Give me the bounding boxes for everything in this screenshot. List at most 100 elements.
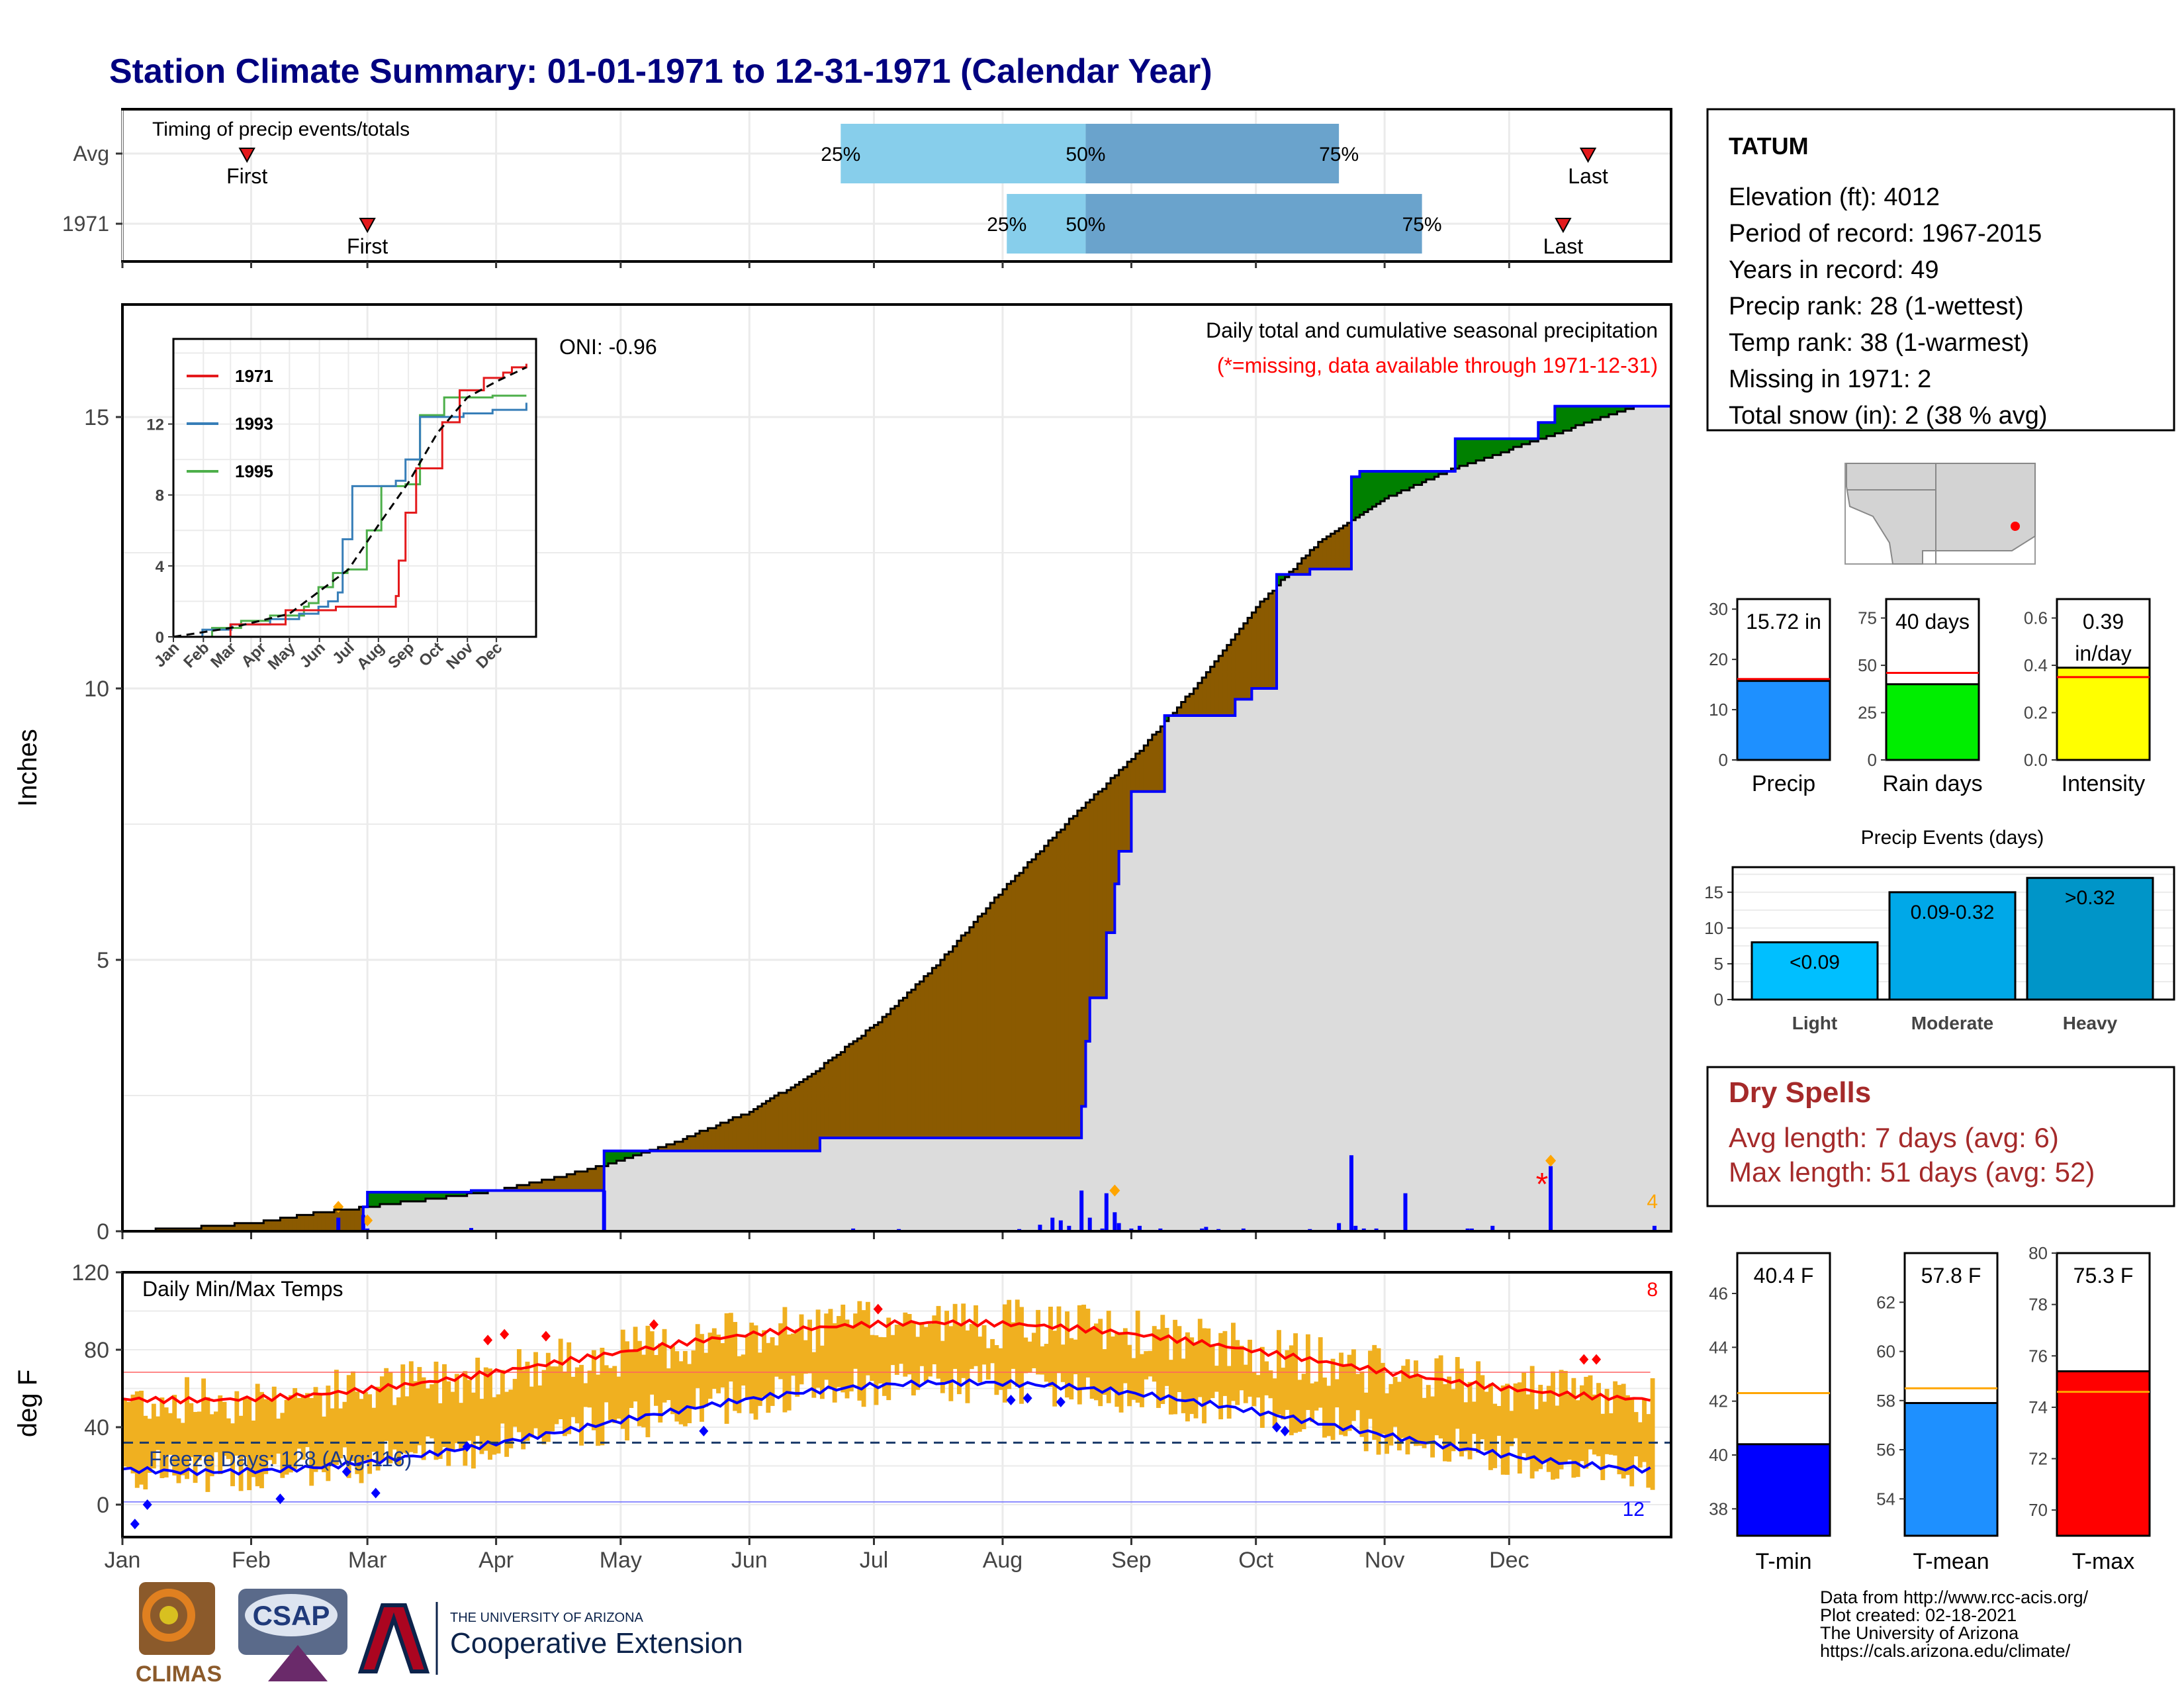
temp-ytick-label: 80 — [84, 1338, 109, 1363]
locator-map — [1844, 463, 2036, 565]
daily-temp-range-bar — [322, 1416, 326, 1473]
daily-precip-bar — [1050, 1217, 1055, 1231]
daily-temp-range-bar — [446, 1381, 451, 1466]
daily-temp-range-bar — [1139, 1354, 1144, 1407]
precip-ytick-label: 15 — [84, 405, 109, 430]
footer-credit-line: Data from http://www.rcc-acis.org/ — [1820, 1587, 2089, 1607]
missing-marker: * — [1536, 1167, 1549, 1202]
daily-temp-range-bar — [728, 1313, 733, 1382]
daily-temp-range-bar — [276, 1419, 281, 1454]
month-label: Jan — [105, 1548, 141, 1573]
daily-temp-range-bar — [654, 1354, 659, 1406]
daily-temp-range-bar — [351, 1371, 355, 1462]
daily-temp-range-bar — [1177, 1326, 1182, 1392]
record-high-marker — [500, 1329, 510, 1340]
mini-chart-ytick-label: 50 — [1858, 655, 1877, 675]
daily-temp-range-bar — [1015, 1299, 1020, 1387]
daily-temp-range-bar — [1396, 1382, 1402, 1451]
temp-panel: 0 40 80 120 Jan Feb Mar Apr May Jun Jul Aug Sep Oct N… — [13, 1260, 1672, 1573]
daily-precip-bar — [1079, 1190, 1084, 1231]
daily-temp-range-bar — [1164, 1327, 1169, 1386]
daily-temp-range-bar — [317, 1394, 322, 1470]
daily-precip-bar — [1241, 1228, 1246, 1231]
daily-temp-range-bar — [1135, 1310, 1140, 1403]
daily-temp-range-bar — [762, 1330, 766, 1397]
temp-summary-ytick-label: 38 — [1709, 1499, 1728, 1519]
daily-temp-range-bar — [1218, 1333, 1224, 1420]
inset-ytick-label: 12 — [146, 416, 164, 434]
events-ytick-label: 5 — [1714, 954, 1723, 974]
daily-temp-range-bar — [1293, 1333, 1298, 1433]
daily-precip-bar — [1403, 1193, 1408, 1231]
month-label: Mar — [348, 1548, 387, 1573]
daily-temp-range-bar — [791, 1333, 796, 1376]
daily-precip-bar — [1137, 1225, 1142, 1231]
events-bar-label: 0.09-0.32 — [1911, 902, 1995, 923]
daily-temp-range-bar — [890, 1335, 895, 1366]
daily-precip-bar — [1116, 1223, 1121, 1231]
daily-temp-range-bar — [874, 1335, 879, 1405]
daily-temp-range-bar — [496, 1394, 501, 1454]
daily-temp-range-bar — [604, 1365, 609, 1403]
daily-temp-range-bar — [521, 1370, 526, 1450]
daily-temp-range-bar — [745, 1336, 750, 1399]
daily-temp-range-bar — [1297, 1380, 1302, 1432]
temp-summary-bar — [1736, 1443, 1831, 1537]
daily-temp-range-bar — [1459, 1368, 1464, 1457]
mini-chart-value: 0.39 — [2083, 610, 2124, 633]
record-high-marker — [1579, 1354, 1589, 1365]
daily-temp-range-bar — [716, 1335, 721, 1393]
daily-temp-range-bar — [612, 1366, 617, 1423]
timing-p50-label: 50% — [1066, 144, 1105, 165]
daily-temp-range-bar — [978, 1336, 983, 1383]
daily-temp-range-bar — [1604, 1389, 1610, 1454]
temp-summary-value: 40.4 F — [1754, 1264, 1814, 1288]
daily-temp-range-bar — [1575, 1400, 1580, 1477]
daily-temp-range-bar — [1118, 1333, 1124, 1413]
daily-temp-range-bar — [363, 1392, 368, 1460]
daily-temp-range-bar — [1173, 1319, 1178, 1415]
daily-precip-bar — [1465, 1228, 1470, 1231]
daily-temp-range-bar — [1259, 1346, 1265, 1429]
daily-temp-range-bar — [1451, 1389, 1456, 1452]
daily-temp-range-bar — [384, 1368, 389, 1441]
daily-temp-range-bar — [886, 1317, 891, 1401]
mini-chart-ytick-label: 0.6 — [2024, 608, 2048, 628]
precip-panel-title: Daily total and cumulative seasonal prec… — [1206, 318, 1658, 342]
daily-temp-range-bar — [952, 1303, 958, 1369]
daily-temp-range-bar — [799, 1314, 804, 1385]
daily-precip-bar — [1490, 1225, 1495, 1231]
daily-temp-range-bar — [1434, 1358, 1439, 1436]
daily-temp-range-bar — [450, 1391, 455, 1450]
daily-precip-bar — [1200, 1228, 1205, 1231]
daily-precip-bar — [469, 1228, 473, 1231]
daily-temp-range-bar — [741, 1354, 746, 1386]
daily-temp-range-bar — [1023, 1337, 1028, 1374]
daily-temp-range-bar — [774, 1345, 779, 1377]
daily-temp-range-bar — [1189, 1337, 1195, 1415]
station-info-line: Missing in 1971: 2 — [1729, 365, 1931, 393]
daily-temp-range-bar — [554, 1366, 559, 1425]
temp-summary-ytick-label: 72 — [2028, 1449, 2048, 1469]
daily-temp-range-bar — [293, 1387, 298, 1470]
daily-precip-bar — [1158, 1228, 1163, 1231]
daily-temp-range-bar — [658, 1343, 663, 1423]
record-low-marker — [371, 1487, 381, 1499]
daily-temp-range-bar — [1202, 1328, 1206, 1424]
daily-temp-range-bar — [848, 1326, 854, 1391]
daily-temp-range-bar — [649, 1331, 655, 1395]
precip-record-marker — [1545, 1154, 1557, 1167]
mini-chart-ytick-label: 10 — [1709, 700, 1728, 720]
timing-first-label: First — [226, 164, 267, 188]
events-bar-label: >0.32 — [2065, 887, 2115, 909]
daily-temp-range-bar — [1073, 1339, 1078, 1374]
precip-events-chart: Precip Events (days) 0 5 10 15 <0.09 Light 0.09… — [1704, 827, 2175, 1033]
daily-precip-bar — [1104, 1193, 1109, 1231]
daily-temp-range-bar — [574, 1367, 580, 1424]
daily-temp-range-bar — [159, 1397, 165, 1478]
events-bar — [1888, 891, 2017, 1001]
daily-temp-range-bar — [1579, 1385, 1584, 1462]
inset-legend-label: 1971 — [235, 366, 273, 386]
daily-temp-range-bar — [1559, 1370, 1564, 1470]
daily-temp-range-bar — [280, 1413, 285, 1478]
